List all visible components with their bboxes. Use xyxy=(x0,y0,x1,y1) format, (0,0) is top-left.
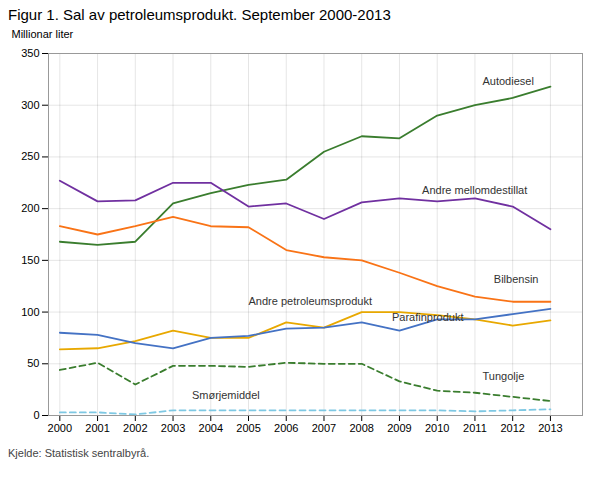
svg-text:100: 100 xyxy=(21,306,39,318)
svg-text:2011: 2011 xyxy=(463,422,487,434)
html-text:Kjelde: Statistisk sentralbyrå: Kjelde: Statistisk sentralbyrå. xyxy=(8,447,150,459)
svg-text:2009: 2009 xyxy=(387,422,411,434)
svg-text:2012: 2012 xyxy=(500,422,524,434)
html-text:Figur 1. Sal av petroleumsprod: Figur 1. Sal av petroleumsprodukt. Septe… xyxy=(8,6,391,23)
svg-text:Autodiesel: Autodiesel xyxy=(482,75,533,87)
svg-text:2008: 2008 xyxy=(349,422,373,434)
svg-text:2000: 2000 xyxy=(48,422,72,434)
svg-text:Bilbensin: Bilbensin xyxy=(494,272,539,284)
svg-text:2003: 2003 xyxy=(161,422,185,434)
svg-text:0: 0 xyxy=(33,409,39,421)
svg-text:Andre mellomdestillat: Andre mellomdestillat xyxy=(422,184,527,196)
svg-text:Andre petroleumsprodukt: Andre petroleumsprodukt xyxy=(249,295,373,307)
svg-text:2007: 2007 xyxy=(312,422,336,434)
svg-text:Smørjemiddel: Smørjemiddel xyxy=(192,389,260,401)
svg-text:250: 250 xyxy=(21,150,39,162)
svg-text:2004: 2004 xyxy=(199,422,223,434)
svg-text:2006: 2006 xyxy=(274,422,298,434)
svg-text:2013: 2013 xyxy=(538,422,562,434)
svg-text:50: 50 xyxy=(27,357,39,369)
svg-text:200: 200 xyxy=(21,202,39,214)
svg-text:2010: 2010 xyxy=(425,422,449,434)
svg-text:300: 300 xyxy=(21,99,39,111)
svg-text:2002: 2002 xyxy=(123,422,147,434)
svg-text:150: 150 xyxy=(21,254,39,266)
svg-text:2001: 2001 xyxy=(85,422,109,434)
svg-text:350: 350 xyxy=(21,47,39,59)
svg-text:Tungolje: Tungolje xyxy=(482,370,524,382)
svg-text:Parafinprodukt: Parafinprodukt xyxy=(392,311,464,323)
svg-text:2005: 2005 xyxy=(236,422,260,434)
svg-text:Millionar liter: Millionar liter xyxy=(12,28,74,40)
